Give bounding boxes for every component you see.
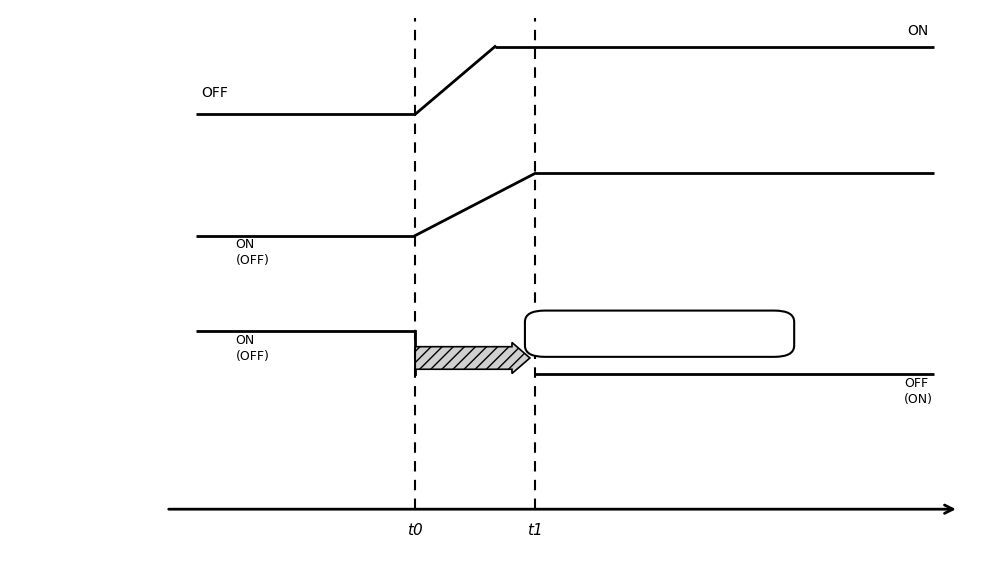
Text: ON
(OFF): ON (OFF) xyxy=(236,335,270,363)
FancyArrow shape xyxy=(415,342,530,374)
Text: OFF
(ON): OFF (ON) xyxy=(904,376,933,405)
Text: t1: t1 xyxy=(527,523,543,538)
Text: ON: ON xyxy=(908,24,929,38)
FancyBboxPatch shape xyxy=(525,311,794,357)
Text: OFF: OFF xyxy=(201,86,228,100)
Text: ON
(OFF): ON (OFF) xyxy=(236,238,270,268)
Text: t0: t0 xyxy=(407,523,423,538)
